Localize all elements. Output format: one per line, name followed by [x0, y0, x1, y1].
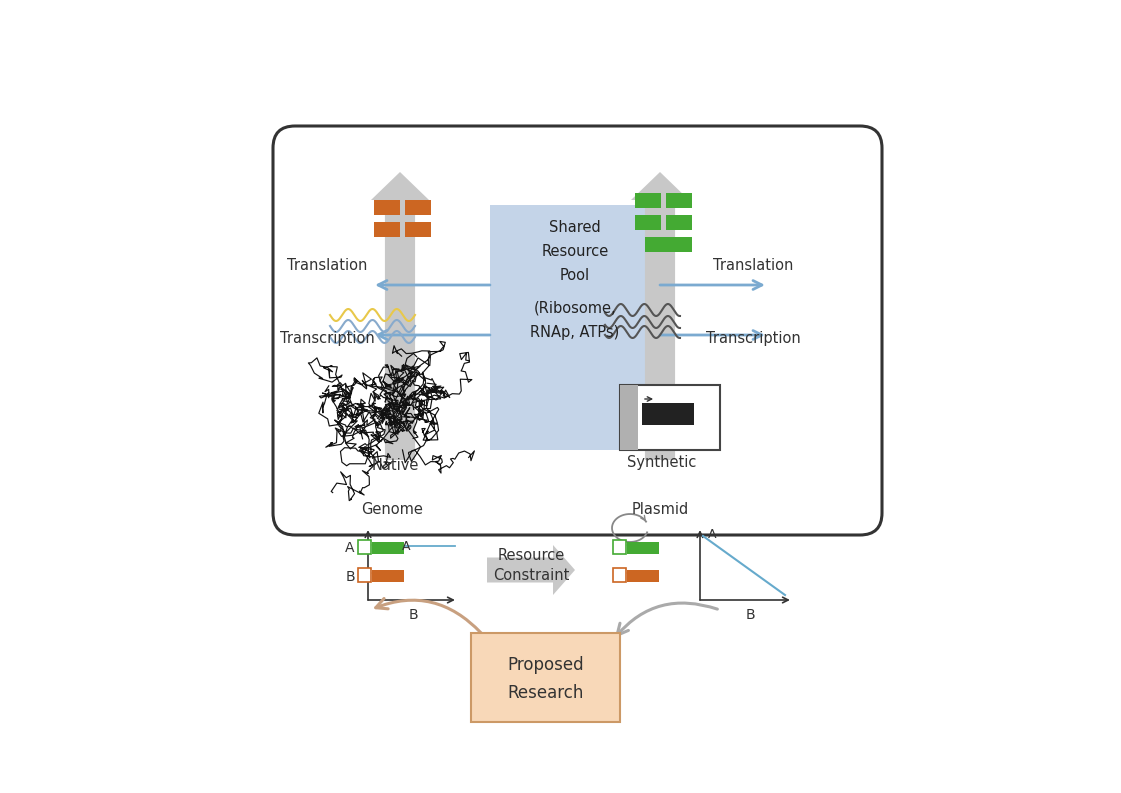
Text: RNAp, ATPs): RNAp, ATPs) [530, 324, 620, 339]
Bar [642, 403, 694, 425]
Bar [358, 568, 371, 582]
Text: Resource: Resource [498, 549, 565, 564]
FancyBboxPatch shape [471, 633, 620, 722]
FancyArrowPatch shape [617, 603, 717, 635]
Bar [613, 540, 626, 554]
Text: Resource: Resource [541, 244, 609, 259]
Bar [372, 570, 404, 582]
Bar [490, 205, 660, 450]
Text: Research: Research [508, 684, 584, 702]
Text: (Ribosome,: (Ribosome, [534, 301, 617, 316]
Polygon shape [487, 545, 575, 595]
Bar [405, 222, 430, 237]
Bar [620, 385, 638, 450]
Bar [374, 200, 400, 215]
Bar [627, 542, 659, 554]
Text: Translation: Translation [287, 258, 368, 273]
Bar [627, 570, 659, 582]
Polygon shape [371, 172, 429, 460]
Text: A: A [401, 539, 410, 553]
Bar [666, 237, 692, 252]
Text: Genome: Genome [361, 503, 423, 518]
Text: Pool: Pool [559, 269, 590, 284]
Text: Shared: Shared [549, 220, 601, 236]
Text: A: A [707, 528, 716, 542]
Bar [620, 385, 720, 450]
Text: B: B [345, 570, 355, 584]
Polygon shape [631, 172, 689, 460]
Bar [666, 193, 692, 208]
Text: Synthetic: Synthetic [628, 454, 696, 469]
Bar [634, 193, 661, 208]
Text: Native: Native [371, 458, 418, 473]
Text: Transcription: Transcription [279, 331, 374, 346]
Text: Translation: Translation [713, 258, 794, 273]
Text: A: A [345, 541, 354, 555]
Text: Proposed: Proposed [507, 656, 584, 674]
Bar [358, 540, 371, 554]
Bar [645, 237, 671, 252]
Text: B: B [745, 608, 754, 622]
Text: Constraint: Constraint [493, 568, 569, 583]
Bar [374, 222, 400, 237]
Bar [666, 215, 692, 230]
Bar [613, 568, 626, 582]
Bar [634, 215, 661, 230]
Text: Transcription: Transcription [705, 331, 800, 346]
FancyBboxPatch shape [274, 126, 882, 535]
FancyArrowPatch shape [376, 599, 481, 633]
Text: Plasmid: Plasmid [631, 503, 688, 518]
Text: B: B [408, 608, 418, 622]
Bar [405, 200, 430, 215]
Bar [372, 542, 404, 554]
